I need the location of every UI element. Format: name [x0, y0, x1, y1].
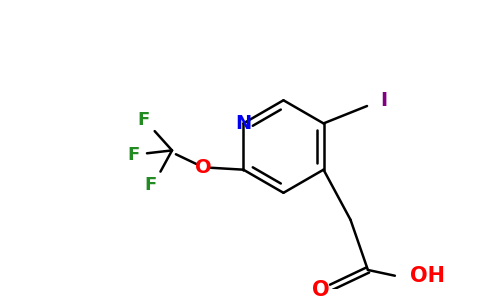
- Text: N: N: [235, 114, 252, 133]
- Text: F: F: [137, 110, 149, 128]
- Text: O: O: [195, 158, 211, 177]
- Text: O: O: [312, 280, 330, 300]
- Text: OH: OH: [410, 266, 445, 286]
- Text: I: I: [380, 91, 388, 110]
- Text: F: F: [127, 146, 139, 164]
- Text: F: F: [145, 176, 157, 194]
